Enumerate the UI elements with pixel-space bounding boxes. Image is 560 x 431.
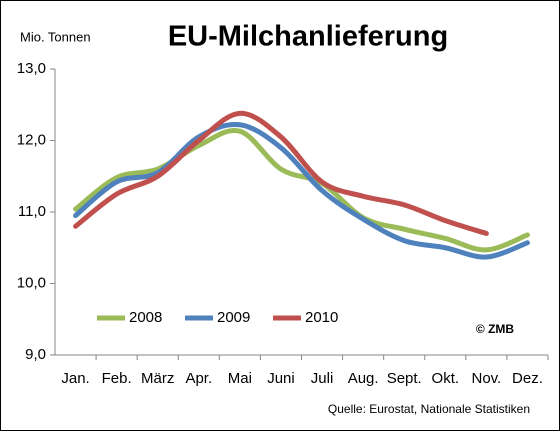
y-tick-label: 11,0 (18, 203, 46, 220)
y-tick-label: 12,0 (17, 131, 46, 148)
y-tick-label: 10,0 (17, 274, 46, 291)
x-tick-label: Juni (267, 370, 295, 387)
source: Quelle: Eurostat, Nationale Statistiken (328, 402, 530, 416)
y-tick-label: 9,0 (25, 346, 46, 363)
x-tick-label: Apr. (185, 370, 212, 387)
x-tick-label: Mai (228, 370, 252, 387)
y-axis-label: Mio. Tonnen (20, 29, 91, 44)
y-tick-label: 13,0 (17, 60, 46, 77)
legend-label: 2010 (305, 309, 338, 326)
x-tick-label: Jan. (61, 370, 89, 387)
x-tick-label: Sept. (387, 370, 422, 387)
x-tick-label: Aug. (348, 370, 379, 387)
x-tick-label: Juli (311, 370, 334, 387)
legend-label: 2008 (129, 309, 162, 326)
line-series (73, 121, 530, 260)
line-series (73, 127, 530, 253)
x-tick-label: Dez. (512, 370, 543, 387)
x-tick-label: Okt. (432, 370, 460, 387)
legend-label: 2009 (217, 309, 250, 326)
chart-title: EU-Milchanlieferung (168, 21, 448, 53)
annotation: © ZMB (476, 322, 515, 336)
x-tick-label: Feb. (102, 370, 132, 387)
x-tick-label: März (141, 370, 174, 387)
line-series (73, 110, 489, 236)
x-tick-label: Nov. (472, 370, 502, 387)
